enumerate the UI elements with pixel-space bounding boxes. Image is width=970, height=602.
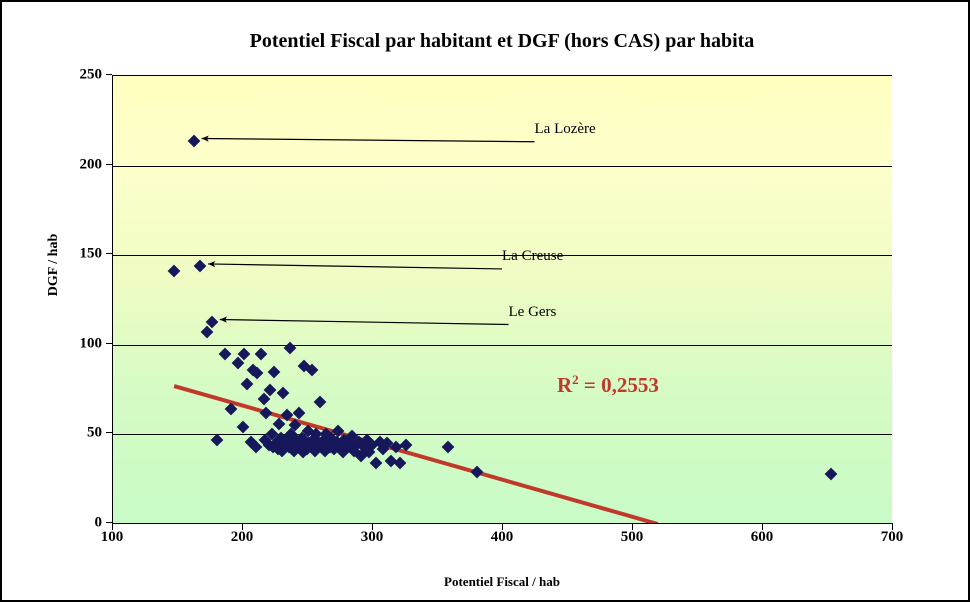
gridline-y-200 bbox=[113, 165, 892, 167]
data-point-marker bbox=[224, 402, 238, 416]
y-tick-mark-50 bbox=[106, 432, 112, 434]
data-point-marker bbox=[236, 420, 250, 434]
x-tick-label-100: 100 bbox=[100, 529, 124, 545]
x-tick-mark-300 bbox=[372, 523, 373, 530]
chart-title: Potentiel Fiscal par habitant et DGF (ho… bbox=[249, 30, 755, 52]
data-point-marker bbox=[280, 408, 294, 422]
data-point-marker bbox=[260, 406, 273, 420]
y-tick-label-250: 250 bbox=[79, 66, 103, 83]
y-tick-mark-200 bbox=[106, 163, 112, 165]
data-point-marker bbox=[824, 467, 837, 481]
y-tick-label-150: 150 bbox=[79, 245, 103, 262]
x-tick-mark-500 bbox=[632, 523, 633, 530]
y-tick-label-100: 100 bbox=[79, 335, 103, 352]
x-tick-label-300: 300 bbox=[360, 529, 384, 545]
data-point-marker bbox=[369, 456, 382, 470]
annotation-label-le-gers: Le Gers bbox=[508, 303, 557, 320]
y-axis-title: DGF / hab bbox=[46, 233, 61, 297]
data-point-marker bbox=[399, 438, 412, 452]
x-tick-label-200: 200 bbox=[230, 529, 254, 545]
annotation-label-la-creuse: La Creuse bbox=[502, 247, 564, 264]
x-tick-mark-600 bbox=[762, 523, 763, 530]
gridline-y-150 bbox=[113, 255, 892, 257]
data-point-marker bbox=[470, 465, 484, 479]
r2-prefix: R bbox=[557, 373, 573, 397]
data-point-marker bbox=[276, 386, 290, 400]
x-tick-label-700: 700 bbox=[880, 529, 904, 545]
data-point-marker bbox=[218, 347, 232, 361]
x-tick-mark-100 bbox=[112, 523, 113, 530]
data-point-marker bbox=[250, 367, 264, 380]
x-tick-label-600: 600 bbox=[750, 529, 774, 545]
x-tick-label-500: 500 bbox=[620, 529, 644, 545]
data-point-marker bbox=[442, 440, 455, 454]
y-tick-mark-100 bbox=[106, 342, 112, 344]
data-point-marker bbox=[254, 347, 268, 361]
x-tick-label-400: 400 bbox=[490, 529, 514, 545]
gridline-y-100 bbox=[113, 344, 892, 346]
x-tick-mark-400 bbox=[502, 523, 503, 530]
r2-superscript: 2 bbox=[572, 372, 579, 387]
y-tick-label-50: 50 bbox=[87, 424, 102, 441]
y-tick-mark-150 bbox=[106, 253, 112, 255]
x-tick-mark-200 bbox=[242, 523, 243, 530]
annotation-label-la-lozère: La Lozère bbox=[534, 120, 596, 137]
y-tick-label-200: 200 bbox=[79, 156, 103, 173]
data-point-marker bbox=[313, 395, 327, 409]
r2-value: = 0,2553 bbox=[578, 373, 659, 397]
x-tick-mark-700 bbox=[892, 523, 893, 530]
x-axis-title: Potentiel Fiscal / hab bbox=[444, 574, 560, 589]
gridline-y-50 bbox=[113, 434, 892, 436]
data-point-marker bbox=[187, 134, 200, 147]
data-point-marker bbox=[240, 377, 254, 391]
y-tick-mark-0 bbox=[106, 522, 112, 523]
y-tick-label-0: 0 bbox=[94, 514, 103, 531]
trendline bbox=[173, 384, 659, 523]
data-point-marker bbox=[167, 264, 181, 278]
y-axis-line bbox=[112, 75, 113, 524]
y-tick-mark-250 bbox=[106, 74, 112, 75]
data-point-marker bbox=[193, 259, 207, 273]
data-point-marker bbox=[267, 365, 281, 379]
plot-area bbox=[112, 75, 892, 523]
r-squared-annotation: R2 = 0,2553 bbox=[557, 372, 659, 398]
